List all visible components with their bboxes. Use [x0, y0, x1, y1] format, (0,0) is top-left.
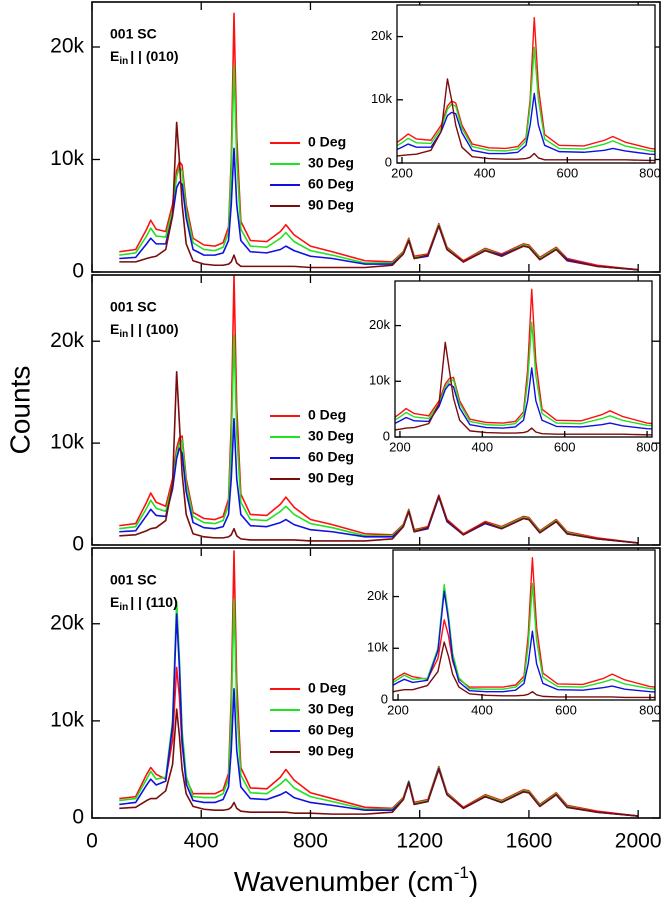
- spectrum-line: [395, 367, 652, 430]
- sample-label: 001 SC: [110, 26, 157, 42]
- spectrum-line: [395, 341, 652, 436]
- inset-x-tick-label: 600: [555, 702, 577, 717]
- spectrum-line: [119, 121, 639, 271]
- inset-y-tick-label: 0: [383, 428, 390, 443]
- x-tick-label: 2000: [615, 830, 662, 853]
- spectrum-line: [393, 557, 655, 688]
- polarization-label: Ein | | (110): [110, 594, 178, 613]
- polarization-label: Ein | | (100): [110, 321, 179, 340]
- y-tick-label: 20k: [50, 35, 84, 58]
- inset-x-tick-label: 800: [639, 165, 661, 180]
- y-tick-label: 0: [72, 806, 84, 829]
- series-group: [119, 550, 639, 817]
- spectrum-line: [395, 321, 652, 427]
- y-tick-label: 20k: [50, 611, 84, 634]
- inset-x-tick-label: 400: [471, 439, 493, 454]
- y-tick-label: 10k: [50, 431, 84, 454]
- polarization-subscript: in: [119, 56, 128, 67]
- inset-y-tick-label: 20k: [371, 28, 392, 43]
- legend-label: 0 Deg: [308, 407, 346, 423]
- series-group: [393, 557, 655, 699]
- inset-x-tick-label: 200: [391, 165, 413, 180]
- x-tick-label: 1200: [396, 830, 443, 853]
- sample-label: 001 SC: [110, 299, 157, 315]
- spectrum-line: [393, 590, 655, 693]
- inset-frame: [392, 549, 656, 701]
- x-axis-label-superscript: -1: [454, 863, 469, 882]
- spectrum-line: [119, 275, 639, 544]
- inset-frame: [394, 280, 653, 438]
- polarization-field: E: [110, 321, 119, 337]
- legend-label: 30 Deg: [308, 155, 354, 171]
- inset-x-tick-label: 800: [636, 439, 658, 454]
- y-tick-label: 10k: [50, 147, 84, 170]
- panel-frame: [91, 274, 661, 546]
- spectrum-line: [397, 92, 655, 156]
- legend-label: 0 Deg: [308, 134, 346, 150]
- polarization-direction: | | (010): [130, 48, 178, 64]
- polarization-label: Ein | | (010): [110, 48, 179, 67]
- series-group: [119, 275, 639, 544]
- spectrum-line: [119, 708, 639, 817]
- spectrum-line: [397, 78, 655, 162]
- inset-y-tick-label: 0: [385, 154, 392, 169]
- inset-x-tick-label: 800: [639, 702, 661, 717]
- spectrum-line: [397, 16, 655, 150]
- polarization-direction: | | (110): [130, 594, 178, 610]
- inset-x-tick-label: 200: [387, 702, 409, 717]
- spectrum-line: [397, 46, 655, 153]
- polarization-field: E: [110, 48, 119, 64]
- x-tick-label: 800: [293, 830, 328, 853]
- legend-label: 60 Deg: [308, 722, 354, 738]
- panel-frame: [91, 547, 661, 819]
- legend-label: 90 Deg: [308, 197, 354, 213]
- polarization-direction: | | (100): [130, 321, 178, 337]
- y-tick-label: 10k: [50, 708, 84, 731]
- spectrum-line: [393, 641, 655, 699]
- inset-y-tick-label: 10k: [369, 373, 390, 388]
- spectrum-line: [119, 550, 639, 817]
- spectrum-line: [119, 370, 639, 544]
- series-group: [395, 288, 652, 436]
- spectrum-line: [393, 582, 655, 690]
- legend-label: 30 Deg: [308, 701, 354, 717]
- polarization-subscript: in: [119, 602, 128, 613]
- legend-label: 30 Deg: [308, 428, 354, 444]
- y-axis-label: Counts: [4, 366, 35, 455]
- series-group: [119, 12, 639, 271]
- inset-y-tick-label: 10k: [371, 91, 392, 106]
- inset-x-tick-label: 400: [474, 165, 496, 180]
- legend-label: 90 Deg: [308, 470, 354, 486]
- x-tick-label: 0: [86, 830, 98, 853]
- sample-label: 001 SC: [110, 572, 157, 588]
- inset-x-tick-label: 400: [471, 702, 493, 717]
- inset-y-tick-label: 20k: [367, 588, 388, 603]
- polarization-subscript: in: [119, 329, 128, 340]
- spectrum-line: [119, 12, 639, 271]
- x-tick-label: 400: [184, 830, 219, 853]
- inset-frame: [396, 4, 656, 164]
- inset-x-tick-label: 600: [556, 165, 578, 180]
- x-tick-label: 1600: [506, 830, 553, 853]
- inset-y-tick-label: 0: [381, 691, 388, 706]
- legend-label: 60 Deg: [308, 449, 354, 465]
- inset-x-tick-label: 200: [389, 439, 411, 454]
- polarization-field: E: [110, 594, 119, 610]
- panel-frame: [91, 1, 661, 273]
- x-axis-label: Wavenumber (cm-1): [234, 863, 478, 897]
- x-axis-label-text: Wavenumber (cm: [234, 866, 454, 897]
- inset-y-tick-label: 10k: [367, 640, 388, 655]
- legend-label: 90 Deg: [308, 743, 354, 759]
- inset-y-tick-label: 20k: [369, 317, 390, 332]
- y-tick-label: 0: [72, 533, 84, 556]
- legend-label: 60 Deg: [308, 176, 354, 192]
- y-tick-label: 20k: [50, 329, 84, 352]
- x-axis-label-close: ): [469, 866, 478, 897]
- legend-label: 0 Deg: [308, 680, 346, 696]
- inset-x-tick-label: 600: [554, 439, 576, 454]
- y-tick-label: 0: [72, 260, 84, 283]
- series-group: [397, 16, 655, 162]
- spectrum-line: [395, 288, 652, 425]
